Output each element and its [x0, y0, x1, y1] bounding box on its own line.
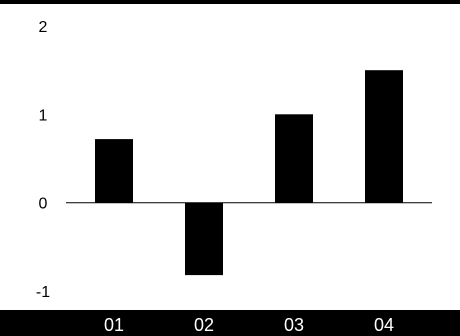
- y-axis-ticks: 2 1 0 -1: [36, 19, 50, 301]
- bar-02: [185, 202, 223, 276]
- x-tick-label-04: 04: [374, 315, 394, 335]
- bottom-axis-band: [0, 310, 460, 336]
- bars-group: [95, 70, 403, 276]
- x-axis-ticks: 01 02 03 04: [104, 315, 394, 335]
- bar-01: [95, 139, 133, 203]
- bar-04: [365, 70, 403, 203]
- y-tick-label: -1: [36, 284, 50, 301]
- y-tick-label: 0: [39, 196, 48, 213]
- top-frame-band: [0, 0, 460, 4]
- y-tick-label: 2: [39, 19, 48, 36]
- x-tick-label-01: 01: [104, 315, 124, 335]
- x-tick-label-02: 02: [194, 315, 214, 335]
- y-tick-label: 1: [39, 107, 48, 124]
- x-tick-label-03: 03: [284, 315, 304, 335]
- bar-03: [275, 114, 313, 203]
